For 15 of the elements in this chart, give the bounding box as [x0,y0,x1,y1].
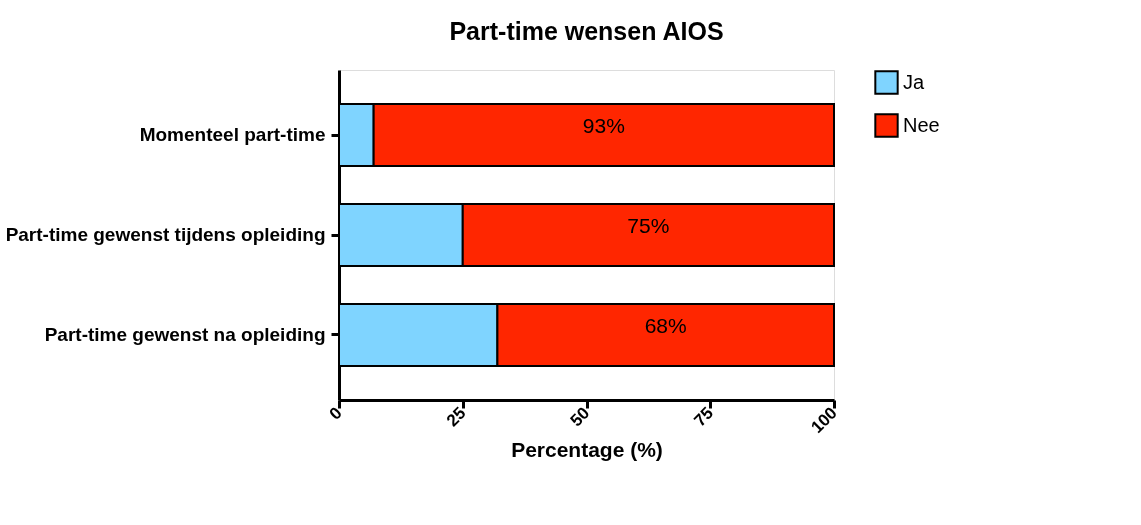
x-tick-label: 0 [325,403,346,424]
legend-label: Ja [903,70,925,93]
y-tick-label: Part-time gewenst tijdens opleiding [5,224,326,245]
y-tick-label: Part-time gewenst na opleiding [44,324,326,345]
y-tick-label: Momenteel part-time [139,124,326,145]
x-axis-title: Percentage (%) [511,438,663,462]
chart-title: Part-time wensen AIOS [449,17,724,45]
data-label: 93% [582,114,625,137]
data-label: 75% [627,214,670,237]
legend-label: Nee [903,113,940,136]
data-label: 68% [644,314,687,337]
x-tick-label: 50 [566,403,594,431]
x-tick-label: 100 [807,403,841,437]
x-tick-label: 25 [442,403,470,431]
x-tick-label: 75 [690,403,718,431]
